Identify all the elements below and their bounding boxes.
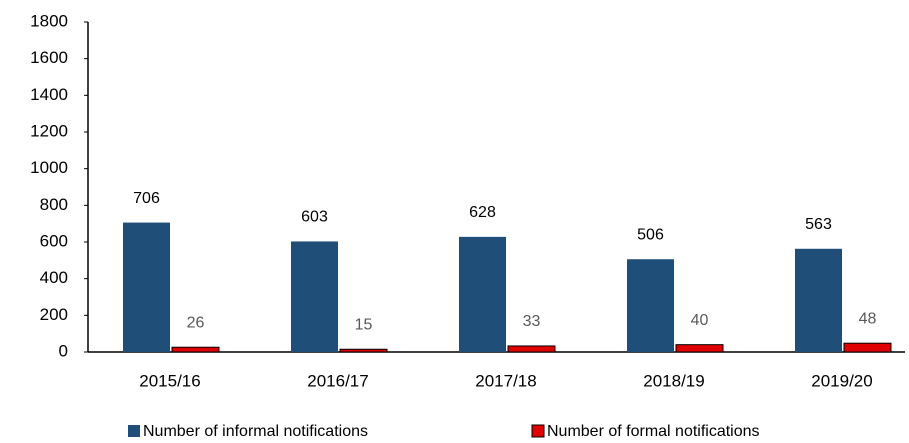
bar: [843, 342, 892, 353]
y-tick-label: 200: [40, 305, 68, 324]
bar: [627, 259, 674, 352]
value-label: 40: [691, 312, 709, 329]
bar: [459, 236, 506, 352]
bar: [123, 222, 170, 352]
x-tick-label: 2016/17: [307, 371, 368, 390]
legend-label: Number of informal notifications: [143, 423, 368, 440]
legend-swatch: [531, 424, 545, 438]
y-tick-label: 800: [40, 195, 68, 214]
y-tick-label: 1800: [30, 11, 68, 30]
y-tick-label: 1600: [30, 48, 68, 67]
x-tick-label: 2019/20: [811, 371, 872, 390]
legend-label: Number of formal notifications: [547, 423, 760, 440]
value-label: 26: [187, 314, 205, 331]
x-tick-label: 2015/16: [139, 371, 200, 390]
bar: [795, 248, 842, 352]
bar: [675, 344, 724, 353]
y-tick-label: 1000: [30, 158, 68, 177]
value-label: 15: [355, 316, 373, 333]
value-label: 628: [469, 204, 496, 221]
bar: [339, 348, 388, 353]
value-label: 33: [523, 313, 541, 330]
value-label: 563: [805, 216, 832, 233]
y-tick-label: 1400: [30, 85, 68, 104]
value-label: 48: [859, 310, 877, 327]
x-tick-label: 2018/19: [643, 371, 704, 390]
bar: [507, 345, 556, 353]
value-label: 603: [301, 209, 328, 226]
value-label: 706: [133, 190, 160, 207]
x-tick-label: 2017/18: [475, 371, 536, 390]
y-tick-label: 400: [40, 268, 68, 287]
legend-swatch: [128, 425, 140, 437]
bar: [291, 241, 338, 352]
y-tick-label: 0: [59, 341, 68, 360]
bar: [171, 346, 220, 353]
value-label: 506: [637, 226, 664, 243]
y-tick-label: 600: [40, 231, 68, 250]
y-tick-label: 1200: [30, 121, 68, 140]
